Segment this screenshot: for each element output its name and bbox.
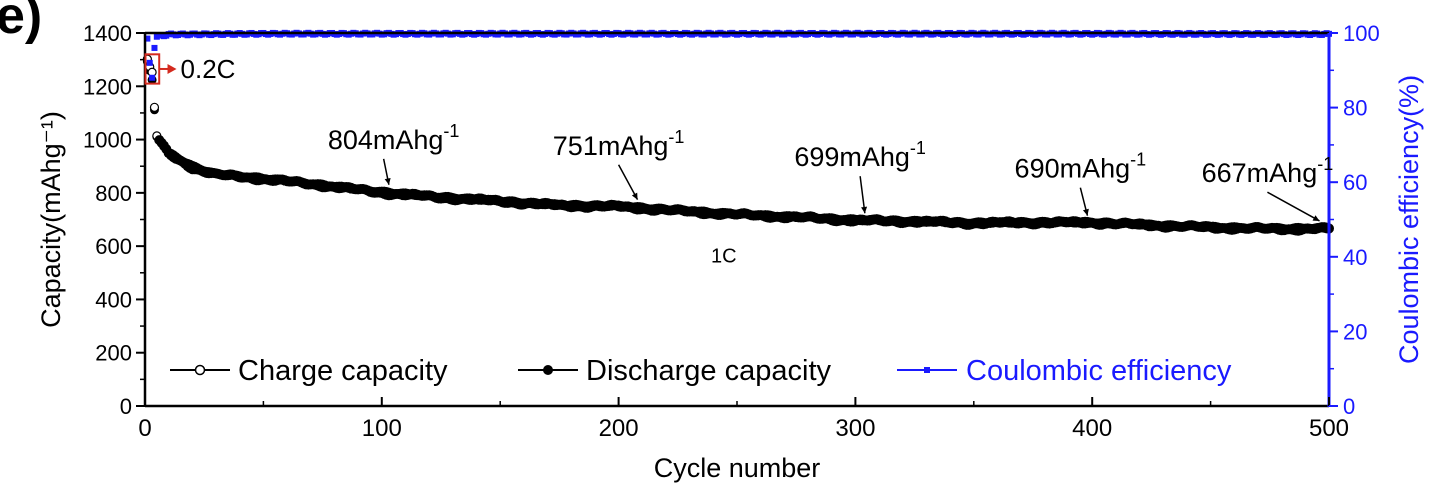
- callout-arrow-head: [861, 206, 868, 214]
- x-tick-label: 400: [1072, 415, 1112, 442]
- y-left-tick-label: 600: [95, 234, 132, 259]
- callout-arrow-head: [1312, 215, 1320, 221]
- callout-arrow-line: [617, 164, 639, 201]
- charge-point: [149, 102, 160, 112]
- y-right-tick-label: 80: [1343, 96, 1367, 121]
- series-charge: [142, 54, 1334, 234]
- y-left-tick-label: 0: [120, 394, 132, 419]
- legend-discharge-marker: [543, 365, 553, 375]
- y-left-tick-label: 1200: [83, 74, 132, 99]
- series-layer: [142, 29, 1334, 236]
- annotation-1c: 1C: [711, 245, 737, 267]
- series-efficiency: [144, 29, 1332, 81]
- efficiency-point: [144, 35, 151, 42]
- callout-arrow-head: [1082, 208, 1089, 216]
- callout-arrow-head: [384, 177, 391, 185]
- capacity-callout: 804mAhg-1: [328, 121, 460, 155]
- y-right-tick-label: 40: [1343, 245, 1367, 270]
- efficiency-point: [149, 74, 156, 81]
- legend: Charge capacity Discharge capacity Coulomb…: [170, 355, 1232, 387]
- x-axis-label: Cycle number: [654, 453, 821, 483]
- x-tick-label: 300: [835, 415, 875, 442]
- capacity-callout: 751mAhg-1: [553, 127, 685, 161]
- legend-efficiency-label: Coulombic efficiency: [966, 355, 1232, 387]
- y-left-tick-label: 1400: [83, 21, 132, 46]
- series-discharge: [142, 56, 1334, 236]
- x-tick-label: 0: [138, 415, 151, 442]
- legend-efficiency-marker: [924, 367, 930, 373]
- y-left-tick-label: 400: [95, 287, 132, 312]
- efficiency-point: [151, 44, 158, 51]
- efficiency-point: [146, 59, 153, 66]
- x-tick-label: 100: [362, 415, 402, 442]
- legend-discharge-label: Discharge capacity: [586, 355, 831, 387]
- x-tick-label: 200: [599, 415, 639, 442]
- capacity-callout: 699mAhg-1: [794, 138, 926, 172]
- capacity-callout: 667mAhg-1: [1202, 154, 1334, 188]
- y-left-tick-label: 200: [95, 341, 132, 366]
- rate-arrow-head: [167, 63, 177, 74]
- annotation-0-2c: 0.2C: [181, 54, 236, 84]
- capacity-callout: 690mAhg-1: [1015, 150, 1147, 184]
- panel-label: e): [0, 0, 43, 45]
- legend-charge-label: Charge capacity: [238, 355, 448, 387]
- y-right-tick-label: 60: [1343, 170, 1367, 195]
- legend-charge-marker: [194, 364, 206, 376]
- y-left-axis-label: Capacity(mAhg⁻¹): [36, 111, 66, 328]
- y-right-tick-label: 100: [1343, 21, 1380, 46]
- callout-arrow-head: [631, 192, 638, 200]
- y-right-axis-label: Coulombic efficiency(%): [1394, 75, 1424, 364]
- y-left-tick-label: 1000: [83, 128, 132, 153]
- callout-arrow-line: [1267, 191, 1320, 222]
- x-tick-label: 500: [1309, 415, 1349, 442]
- y-right-tick-label: 20: [1343, 319, 1367, 344]
- y-left-tick-label: 800: [95, 181, 132, 206]
- y-right-tick-label: 0: [1343, 394, 1355, 419]
